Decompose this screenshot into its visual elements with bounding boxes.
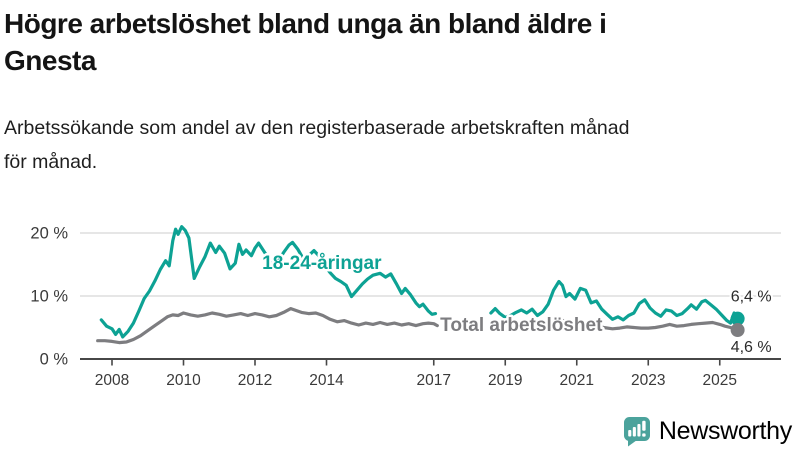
y-tick-label: 10 % (30, 287, 68, 305)
series-line (99, 225, 438, 339)
series-end-dot (730, 323, 745, 338)
x-tick-label: 2025 (703, 372, 737, 389)
x-tick-label: 2010 (166, 372, 201, 389)
series-label: 18-24-åringar (262, 253, 382, 274)
series-label: Total arbetslöshet (440, 315, 603, 336)
series-line (96, 307, 439, 345)
x-tick-label: 2008 (95, 372, 129, 389)
series-line (489, 279, 740, 325)
x-tick-label: 2019 (488, 372, 522, 389)
newsworthy-icon (623, 416, 651, 447)
end-value-label: 4,6 % (731, 339, 772, 356)
y-tick-label: 0 % (40, 350, 69, 368)
x-tick-label: 2021 (560, 372, 594, 389)
series-end-dot (730, 311, 745, 326)
x-tick-label: 2014 (309, 372, 344, 389)
end-value-label: 6,4 % (731, 289, 772, 306)
x-tick-label: 2023 (631, 372, 665, 389)
chart-subtitle: Arbetssökande som andel av den registerb… (4, 117, 630, 173)
y-tick-label: 20 % (30, 224, 68, 242)
newsworthy-logo[interactable]: Newsworthy (623, 416, 792, 447)
chart-title: Högre arbetslöshet bland unga än bland ä… (4, 8, 607, 76)
x-tick-label: 2017 (417, 372, 451, 389)
x-tick-label: 2012 (238, 372, 272, 389)
newsworthy-wordmark: Newsworthy (658, 417, 792, 445)
series-line (489, 318, 740, 333)
